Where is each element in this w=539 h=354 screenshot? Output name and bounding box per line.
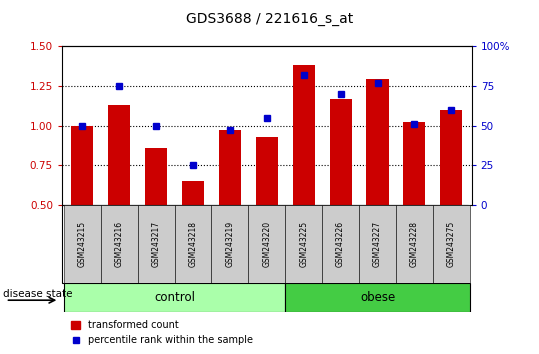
Text: GSM243217: GSM243217 [151, 221, 161, 267]
Bar [396, 205, 433, 283]
Text: GSM243228: GSM243228 [410, 221, 419, 267]
Bar [329, 98, 351, 205]
Bar [211, 205, 248, 283]
Text: GDS3688 / 221616_s_at: GDS3688 / 221616_s_at [186, 12, 353, 27]
Text: GSM243227: GSM243227 [373, 221, 382, 267]
Bar [293, 65, 315, 205]
Bar [403, 122, 425, 205]
Text: GSM243220: GSM243220 [262, 221, 271, 267]
Bar [359, 205, 396, 283]
Bar [440, 110, 462, 205]
Text: GSM243216: GSM243216 [115, 221, 123, 267]
Bar [255, 137, 278, 205]
Bar [285, 283, 470, 312]
Text: GSM243225: GSM243225 [299, 221, 308, 267]
Text: GSM243218: GSM243218 [189, 221, 197, 267]
Bar [182, 181, 204, 205]
Bar [71, 126, 93, 205]
Bar [101, 205, 137, 283]
Text: GSM243215: GSM243215 [78, 221, 87, 267]
Legend: transformed count, percentile rank within the sample: transformed count, percentile rank withi… [67, 316, 257, 349]
Bar [367, 79, 389, 205]
Text: disease state: disease state [3, 289, 72, 299]
Bar [433, 205, 470, 283]
Bar [175, 205, 211, 283]
Bar [219, 131, 241, 205]
Bar [64, 283, 285, 312]
Text: GSM243219: GSM243219 [225, 221, 234, 267]
Text: GSM243275: GSM243275 [447, 221, 456, 267]
Bar [108, 105, 130, 205]
Text: GSM243226: GSM243226 [336, 221, 345, 267]
Bar [285, 205, 322, 283]
Bar [145, 148, 167, 205]
Bar [64, 205, 101, 283]
Bar [248, 205, 285, 283]
Text: obese: obese [360, 291, 395, 304]
Text: control: control [154, 291, 195, 304]
Bar [137, 205, 175, 283]
Bar [322, 205, 359, 283]
